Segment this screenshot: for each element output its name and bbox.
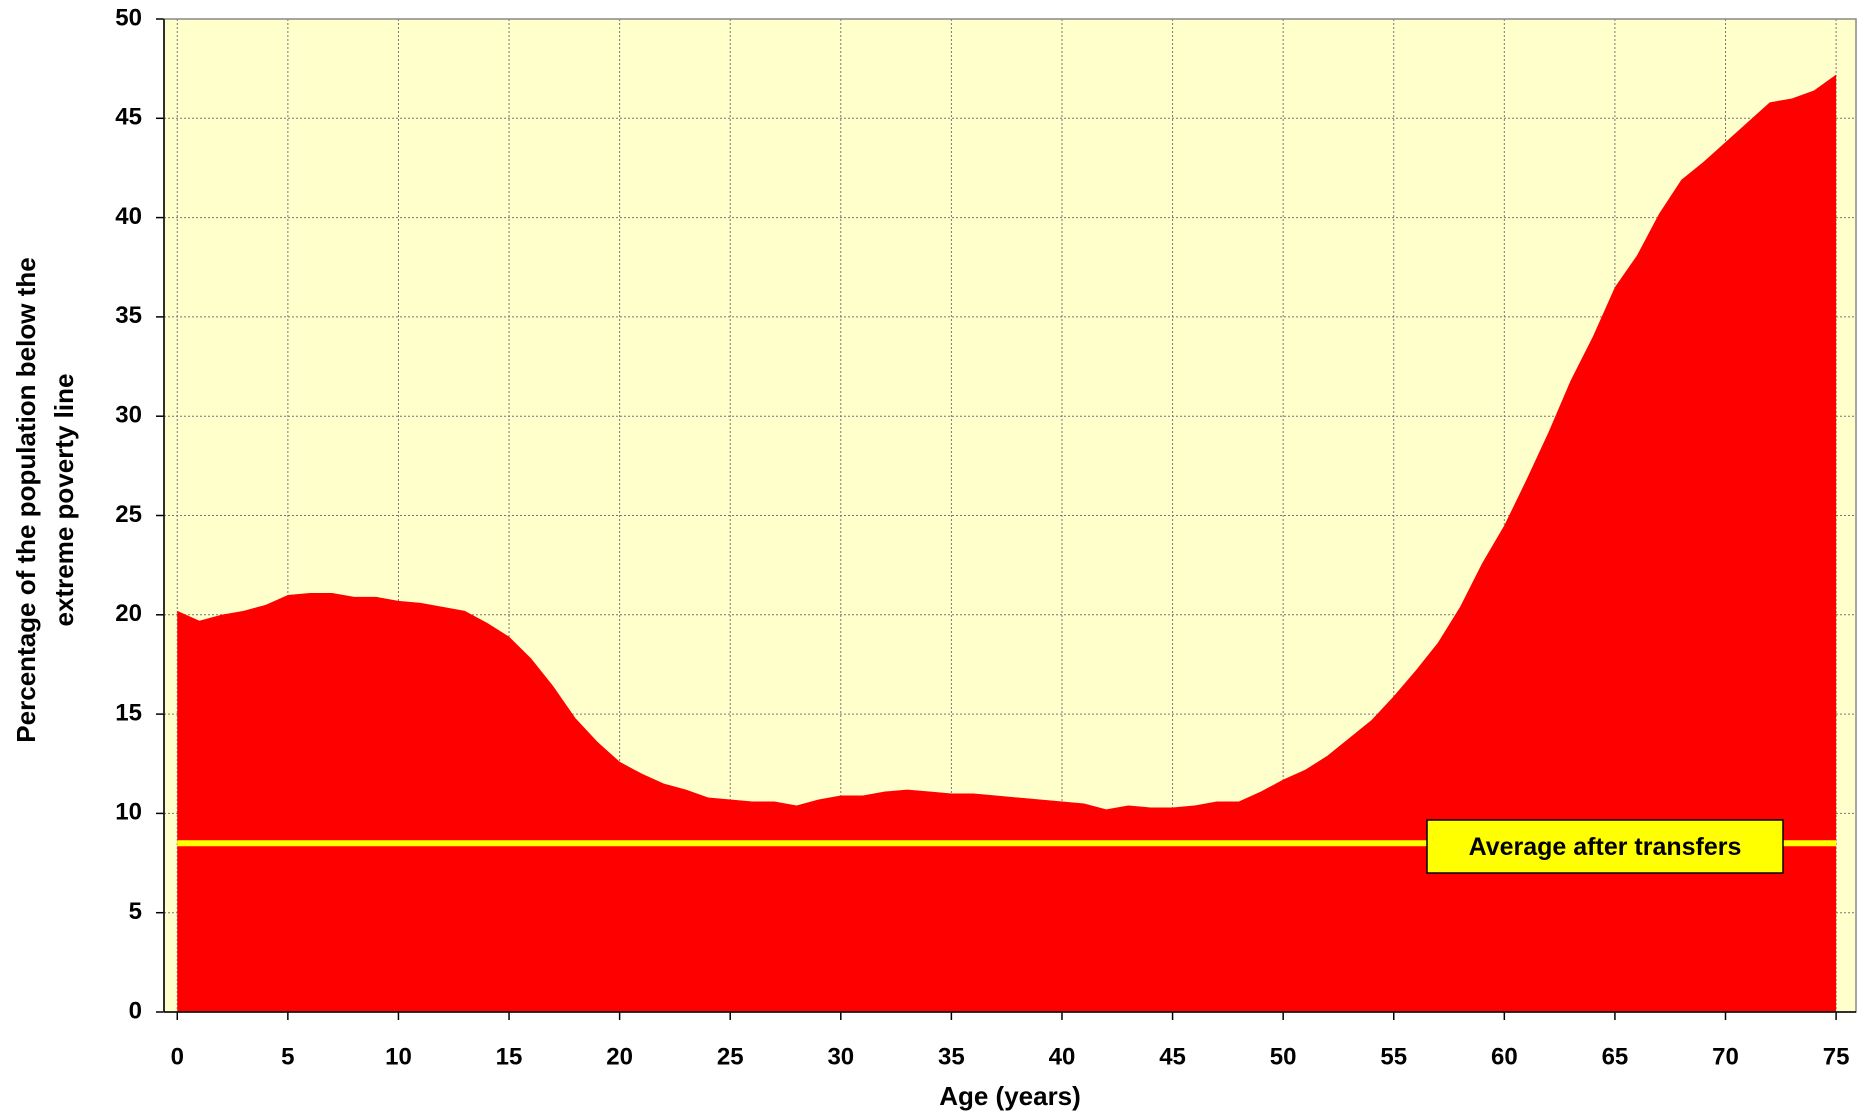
x-tick-label: 5 [281, 1043, 294, 1070]
annotation-box [1426, 819, 1784, 874]
x-tick-label: 45 [1159, 1043, 1186, 1070]
x-tick-label: 50 [1270, 1043, 1297, 1070]
y-tick-label: 20 [115, 600, 142, 627]
x-axis-label: Age (years) [939, 1081, 1081, 1111]
y-tick-label: 50 [115, 4, 142, 31]
area [177, 74, 1837, 1012]
x-tick-label: 40 [1049, 1043, 1076, 1070]
x-tick-label: 35 [938, 1043, 965, 1070]
y-tick-label: 15 [115, 699, 142, 726]
y-axis-label: extreme poverty line [49, 374, 79, 627]
x-tick-label: 0 [171, 1043, 184, 1070]
y-tick-label: 25 [115, 501, 142, 528]
y-tick-label: 0 [129, 997, 142, 1024]
y-tick-label: 40 [115, 203, 142, 230]
y-tick-label: 45 [115, 104, 142, 131]
y-tick-label: 10 [115, 799, 142, 826]
x-tick-label: 60 [1491, 1043, 1518, 1070]
x-tick-label: 15 [496, 1043, 523, 1070]
y-tick-label: 35 [115, 302, 142, 329]
y-tick-label: 30 [115, 402, 142, 429]
x-tick-label: 70 [1712, 1043, 1739, 1070]
annotation-label: Average after transfers [1469, 833, 1742, 861]
x-tick-label: 10 [385, 1043, 412, 1070]
x-tick-label: 75 [1823, 1043, 1850, 1070]
x-tick-label: 30 [827, 1043, 854, 1070]
y-axis-label: Percentage of the population below the [11, 257, 41, 742]
x-tick-label: 55 [1380, 1043, 1407, 1070]
y-tick-label: 5 [129, 898, 142, 925]
x-tick-label: 20 [606, 1043, 633, 1070]
x-tick-label: 25 [717, 1043, 744, 1070]
x-tick-label: 65 [1602, 1043, 1629, 1070]
